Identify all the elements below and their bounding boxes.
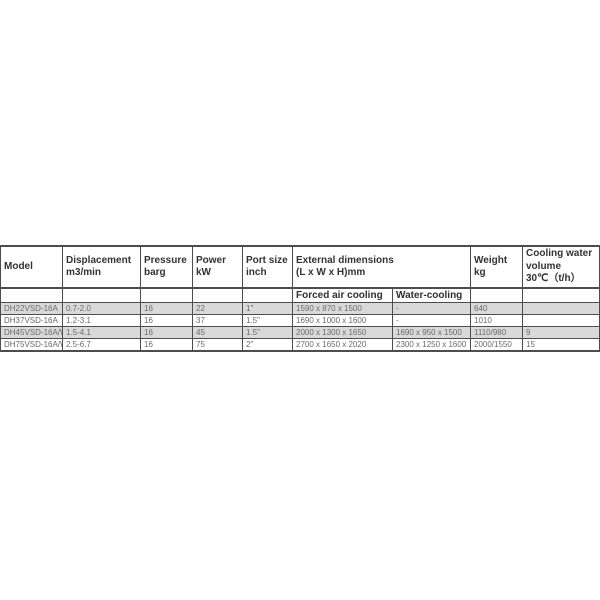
col-header-power: Power kW [192,245,243,289]
cell-displacement: 2.5-6.7 [62,338,141,352]
compressor-spec-table: Model Displacement m3/min Pressure barg … [0,245,600,352]
cell-model: DH45VSD-16A/W [0,326,63,339]
header-label: kg [474,267,486,278]
table-row: DH22VSD-16A 0.7-2.0 16 22 1" 1590 x 870 … [0,302,600,315]
subheader-water-cooling: Water-cooling [392,287,471,303]
table-row: DH37VSD-16A 1.2-3.1 16 37 1.5" 1690 x 10… [0,314,600,327]
cell-pressure: 16 [140,302,193,315]
cell-water-cooling-dimensions: 2300 x 1250 x 1600 [392,338,471,352]
cell-weight: 1110/980 [470,326,523,339]
cell-displacement: 1.2-3.1 [62,314,141,327]
cell-cooling-water [522,314,600,327]
cell-weight: 640 [470,302,523,315]
header-label: m3/min [66,267,102,278]
header-label: External dimensions [296,254,394,266]
cell-power: 45 [192,326,243,339]
table-row: DH75VSD-16A/W 2.5-6.7 16 75 2" 2700 x 16… [0,338,600,352]
header-label: Model [4,260,33,272]
subheader-empty-power [192,287,243,303]
subheader-empty-displacement [62,287,141,303]
subheader-empty-model [0,287,63,303]
cell-port-size: 1" [242,302,293,315]
cell-weight: 1010 [470,314,523,327]
col-header-weight: Weight kg [470,245,523,289]
header-label: Cooling water [526,248,593,260]
cell-displacement: 0.7-2.0 [62,302,141,315]
cell-pressure: 16 [140,314,193,327]
subheader-forced-air-cooling: Forced air cooling [292,287,393,303]
cell-power: 37 [192,314,243,327]
header-row: Model Displacement m3/min Pressure barg … [0,245,600,289]
cell-pressure: 16 [140,338,193,352]
header-label: kW [196,267,211,278]
table-row: DH45VSD-16A/W 1.5-4.1 16 45 1.5" 2000 x … [0,326,600,339]
header-label: Port size [246,254,288,266]
cell-port-size: 1.5" [242,326,293,339]
cell-model: DH37VSD-16A [0,314,63,327]
header-label: Displacement [66,254,132,266]
cell-water-cooling-dimensions: - [392,302,471,315]
header-label: inch [246,267,267,278]
cell-power: 75 [192,338,243,352]
header-label: Pressure [144,254,187,266]
subheader-empty-weight [470,287,523,303]
cell-port-size: 1.5" [242,314,293,327]
cell-water-cooling-dimensions: - [392,314,471,327]
cell-forced-air-dimensions: 1590 x 870 x 1500 [292,302,393,315]
cell-water-cooling-dimensions: 1690 x 950 x 1500 [392,326,471,339]
sub-header-row: Forced air cooling Water-cooling [0,287,600,303]
header-label: (L x W x H)mm [296,267,366,278]
col-header-model: Model [0,245,63,289]
cell-forced-air-dimensions: 1690 x 1000 x 1600 [292,314,393,327]
header-label: volume [526,260,562,272]
header-label: Weight [474,254,508,266]
cell-model: DH22VSD-16A [0,302,63,315]
cell-cooling-water: 9 [522,326,600,339]
cell-pressure: 16 [140,326,193,339]
col-header-external-dimensions: External dimensions (L x W x H)mm [292,245,471,289]
cell-power: 22 [192,302,243,315]
cell-forced-air-dimensions: 2700 x 1650 x 2020 [292,338,393,352]
col-header-pressure: Pressure barg [140,245,193,289]
cell-forced-air-dimensions: 2000 x 1300 x 1650 [292,326,393,339]
cell-cooling-water [522,302,600,315]
header-label: 30℃（t/h） [526,273,581,285]
cell-cooling-water: 15 [522,338,600,352]
header-label: barg [144,267,166,278]
col-header-displacement: Displacement m3/min [62,245,141,289]
subheader-empty-port-size [242,287,293,303]
subheader-empty-pressure [140,287,193,303]
subheader-empty-cooling-water [522,287,600,303]
cell-weight: 2000/1550 [470,338,523,352]
cell-port-size: 2" [242,338,293,352]
col-header-port-size: Port size inch [242,245,293,289]
col-header-cooling-water: Cooling water volume 30℃（t/h） [522,245,600,289]
cell-displacement: 1.5-4.1 [62,326,141,339]
header-label: Power [196,254,227,266]
cell-model: DH75VSD-16A/W [0,338,63,352]
